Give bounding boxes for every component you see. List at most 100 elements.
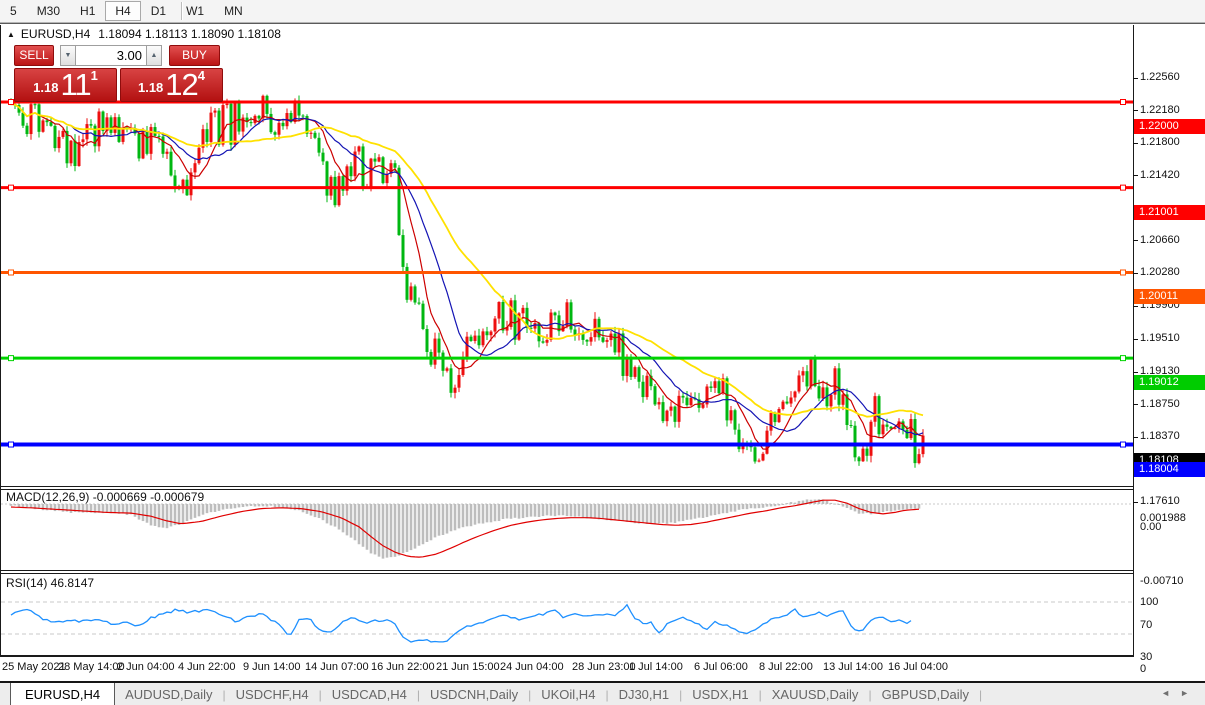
price-tick — [1133, 272, 1138, 274]
price-badge-1.20011: 1.20011 — [1134, 289, 1205, 305]
tab-separator: | — [758, 687, 762, 702]
time-tick-label: 25 May 2021 — [2, 661, 66, 673]
candles — [9, 94, 925, 468]
level-handle[interactable] — [8, 441, 14, 448]
tab-gbpusd[interactable]: GBPUSD,Daily — [881, 687, 969, 702]
price-badge-1.22000: 1.22000 — [1134, 119, 1205, 134]
tab-separator: | — [416, 687, 420, 702]
collapse-icon[interactable]: ▲ — [7, 30, 15, 39]
time-tick-label: 1 Jul 14:00 — [629, 661, 683, 673]
tab-separator: | — [679, 687, 683, 702]
volume-input[interactable] — [76, 45, 146, 66]
time-tick-label: 16 Jun 22:00 — [371, 661, 435, 673]
tab-dj30[interactable]: DJ30,H1 — [618, 687, 670, 702]
price-badge-1.21001: 1.21001 — [1134, 204, 1205, 220]
tab-xauusd[interactable]: XAUUSD,Daily — [771, 687, 859, 702]
level-handle[interactable] — [8, 99, 14, 106]
volume-increase-button[interactable]: ▲ — [146, 45, 162, 66]
ma-mid-line — [10, 103, 924, 436]
buy-button[interactable]: BUY — [169, 45, 220, 66]
macd-histogram — [9, 499, 921, 559]
volume-spinner: ▼ ▲ — [60, 45, 162, 66]
timeframe-toolbar: 5 M30 H1 H4 D1 W1 MN — [0, 0, 1205, 23]
tab-ukoil[interactable]: UKOil,H4 — [541, 687, 596, 702]
macd-label: MACD(12,26,9) -0.000669 -0.000679 — [6, 490, 205, 504]
ma-fast-line — [10, 103, 924, 450]
sell-price-button[interactable]: 1.18 11 1 — [14, 68, 117, 102]
sell-price-main: 11 — [60, 67, 91, 102]
tab-usdcnh[interactable]: USDCNH,Daily — [430, 687, 519, 702]
time-tick-label: 28 May 14:00 — [58, 661, 125, 673]
timeframe-button-m30[interactable]: M30 — [27, 1, 70, 21]
timeframe-button-5[interactable]: 5 — [0, 1, 27, 21]
price-chart-pane[interactable] — [1, 25, 1133, 486]
time-tick-label: 24 Jun 04:00 — [500, 661, 564, 673]
price-tick — [1133, 110, 1138, 112]
chart-title: ▲ EURUSD,H4 1.18094 1.18113 1.18090 1.1810… — [7, 27, 281, 41]
timeframe-button-h4[interactable]: H4 — [105, 1, 141, 21]
price-tick — [1133, 501, 1138, 503]
price-tick-label: 1.19510 — [1140, 332, 1180, 345]
chart-ohlc-values: 1.18094 1.18113 1.18090 1.18108 — [98, 27, 281, 41]
tab-scroll-right-icon[interactable]: ► — [1180, 688, 1199, 698]
time-tick-label: 13 Jul 14:00 — [823, 661, 883, 673]
tab-usdchf[interactable]: USDCHF,H4 — [235, 687, 309, 702]
tab-scroll-arrows: ◄► — [1161, 688, 1199, 698]
level-handle[interactable] — [1120, 441, 1126, 448]
price-tick-label: 1.22180 — [1140, 103, 1180, 116]
tab-usdx[interactable]: USDX,H1 — [692, 687, 749, 702]
level-handle[interactable] — [1120, 99, 1126, 106]
price-tick-label: 1.20660 — [1140, 233, 1180, 246]
time-tick-label: 28 Jun 23:00 — [572, 661, 636, 673]
timeframe-button-d1[interactable]: D1 — [141, 1, 176, 21]
ma-slow-line — [10, 103, 924, 418]
timeframe-button-mn[interactable]: MN — [214, 1, 253, 21]
buy-price-button[interactable]: 1.18 12 4 — [120, 68, 223, 102]
level-handle[interactable] — [8, 269, 14, 276]
chart-symbol: EURUSD,H4 — [20, 27, 91, 41]
level-handle[interactable] — [1120, 355, 1126, 362]
sell-button[interactable]: SELL — [14, 45, 54, 66]
price-tick — [1133, 240, 1138, 242]
price-tick-label: 1.21420 — [1140, 168, 1180, 181]
price-tick-label: 1.19130 — [1140, 365, 1180, 377]
pane-separator — [0, 489, 1133, 490]
time-tick-label: 8 Jul 22:00 — [759, 661, 813, 673]
tab-scroll-left-icon[interactable]: ◄ — [1161, 688, 1181, 698]
tab-audusd[interactable]: AUDUSD,Daily — [125, 687, 213, 702]
price-badge-1.18004: 1.18004 — [1134, 461, 1205, 477]
buy-price-main: 12 — [165, 67, 198, 102]
tab-separator: | — [318, 687, 322, 702]
level-handle[interactable] — [1120, 184, 1126, 191]
macd-scale-label: 0.001988 — [1140, 512, 1186, 524]
pane-separator — [0, 573, 1133, 574]
time-axis[interactable]: 25 May 2021 28 May 14:00 2 Jun 04:00 4 Jun … — [0, 657, 1133, 679]
level-handle[interactable] — [1120, 269, 1126, 276]
price-tick — [1133, 77, 1138, 79]
macd-pane[interactable] — [1, 490, 1133, 569]
tab-eurusd[interactable]: EURUSD,H4 — [10, 683, 116, 705]
chart-window: ▲ EURUSD,H4 1.18094 1.18113 1.18090 1.1810… — [0, 23, 1205, 705]
volume-decrease-button[interactable]: ▼ — [60, 45, 76, 66]
price-tick — [1133, 404, 1138, 406]
rsi-pane[interactable] — [1, 574, 1133, 655]
rsi-scale-label: 100 — [1140, 596, 1159, 608]
rsi-line — [10, 603, 912, 643]
level-handle[interactable] — [8, 184, 14, 191]
level-handle[interactable] — [8, 355, 14, 362]
buy-price-pip: 4 — [197, 68, 206, 83]
macd-signal-line — [10, 499, 920, 558]
buy-price-prefix: 1.18 — [137, 80, 164, 95]
time-tick-label: 2 Jun 04:00 — [117, 661, 175, 673]
price-tick — [1133, 305, 1138, 307]
price-axis[interactable]: 1.22560 1.22180 1.21800 1.21420 1.20660 1.202… — [1133, 25, 1205, 680]
time-tick-label: 9 Jun 14:00 — [243, 661, 301, 673]
timeframe-button-w1[interactable]: W1 — [176, 1, 214, 21]
timeframe-button-h1[interactable]: H1 — [70, 1, 105, 21]
price-tick — [1133, 338, 1138, 340]
time-tick-label: 4 Jun 22:00 — [178, 661, 236, 673]
rsi-label: RSI(14) 46.8147 — [6, 576, 95, 590]
tab-usdcad[interactable]: USDCAD,H4 — [331, 687, 407, 702]
price-tick — [1133, 371, 1138, 373]
